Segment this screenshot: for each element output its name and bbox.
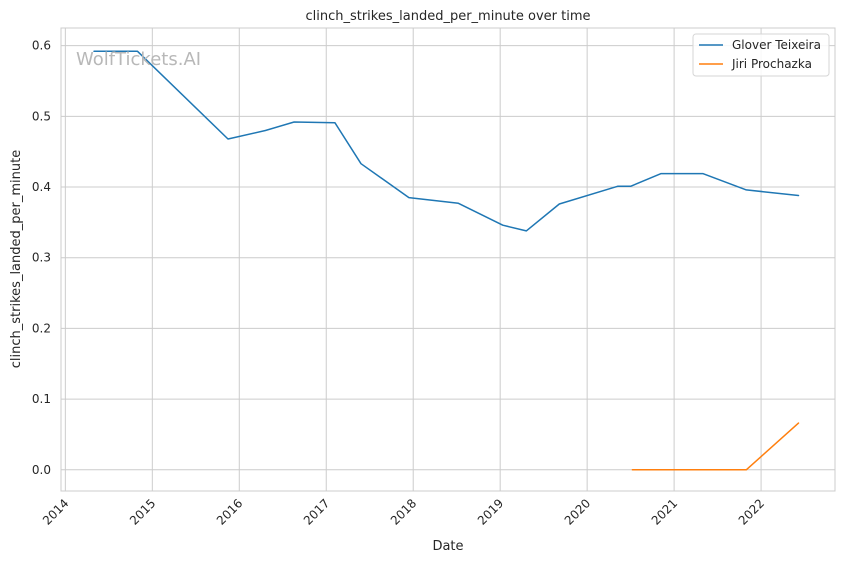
x-tick-label: 2019 xyxy=(475,496,506,527)
x-tick-label: 2021 xyxy=(649,496,680,527)
y-tick-label: 0.5 xyxy=(32,109,51,123)
x-tick-label: 2017 xyxy=(301,496,332,527)
x-tick-label: 2022 xyxy=(736,496,767,527)
legend-label-glover-teixeira: Glover Teixeira xyxy=(732,38,821,52)
data-point-glover-teixeira xyxy=(360,163,362,165)
data-point-glover-teixeira xyxy=(746,189,748,191)
plot-frame xyxy=(60,27,836,492)
x-tick-label: 2016 xyxy=(214,496,245,527)
y-tick-label: 0.3 xyxy=(32,251,51,265)
y-tick-label: 0.4 xyxy=(32,180,51,194)
x-tick-label: 2018 xyxy=(388,496,419,527)
data-point-glover-teixeira xyxy=(559,203,561,205)
data-point-jiri-prochazka xyxy=(798,422,800,424)
x-axis-label: Date xyxy=(432,539,463,554)
x-tick-label: 2014 xyxy=(40,496,71,527)
x-tick-labels: 2014 2015 2016 2017 2018 2019 2020 2021 2022 xyxy=(40,496,767,527)
legend: Glover Teixeira Jiri Prochazka xyxy=(692,33,830,77)
data-point-glover-teixeira xyxy=(630,186,632,188)
series-lines xyxy=(93,50,800,471)
y-tick-label: 0.2 xyxy=(32,321,51,335)
data-point-glover-teixeira xyxy=(408,197,410,199)
data-point-jiri-prochazka xyxy=(746,469,748,471)
x-tick-label: 2020 xyxy=(562,496,593,527)
y-tick-label: 0.0 xyxy=(32,463,51,477)
series-line-glover-teixeira xyxy=(93,50,800,232)
data-point-jiri-prochazka xyxy=(632,469,634,471)
legend-label-jiri-prochazka: Jiri Prochazka xyxy=(731,57,812,71)
data-point-glover-teixeira xyxy=(617,186,619,188)
y-axis-label: clinch_strikes_landed_per_minute xyxy=(9,150,24,368)
data-point-glover-teixeira xyxy=(293,121,295,123)
data-point-glover-teixeira xyxy=(502,224,504,226)
data-point-glover-teixeira xyxy=(660,173,662,175)
plot-background xyxy=(61,28,835,491)
series-line-jiri-prochazka xyxy=(631,422,800,471)
data-point-glover-teixeira xyxy=(702,173,704,175)
y-tick-label: 0.1 xyxy=(32,392,51,406)
grid xyxy=(61,28,835,491)
legend-box xyxy=(692,33,830,77)
data-point-glover-teixeira xyxy=(265,130,267,132)
data-point-glover-teixeira xyxy=(526,230,528,232)
data-point-glover-teixeira xyxy=(334,122,336,124)
y-tick-labels: 0.0 0.1 0.2 0.3 0.4 0.5 0.6 xyxy=(32,39,51,477)
data-point-glover-teixeira xyxy=(798,195,800,197)
y-tick-label: 0.6 xyxy=(32,39,51,53)
data-point-glover-teixeira xyxy=(227,138,229,140)
watermark: WolfTickets.AI xyxy=(76,49,201,70)
x-tick-label: 2015 xyxy=(127,496,158,527)
chart-title: clinch_strikes_landed_per_minute over ti… xyxy=(305,9,590,24)
data-point-glover-teixeira xyxy=(458,203,460,205)
